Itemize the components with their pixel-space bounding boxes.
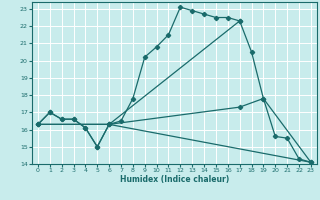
X-axis label: Humidex (Indice chaleur): Humidex (Indice chaleur) <box>120 175 229 184</box>
